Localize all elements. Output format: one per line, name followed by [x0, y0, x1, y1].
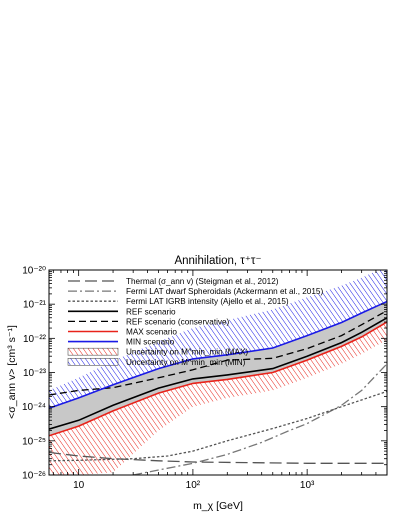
series-line-4 — [49, 310, 387, 396]
x-axis-label: m_χ [GeV] — [193, 500, 243, 512]
series-line-3 — [49, 317, 387, 430]
legend-label: Fermi LAT dwarf Spheroidals (Ackermann e… — [126, 287, 323, 296]
legend-entry-3: REF scenario — [68, 307, 176, 316]
y-tick-label: 10⁻²³ — [23, 368, 47, 379]
y-tick-label: 10⁻²⁴ — [22, 402, 46, 413]
chart-title: Annihilation, τ⁺τ⁻ — [174, 255, 261, 267]
y-tick-label: 10⁻²⁶ — [22, 471, 46, 482]
series-line-0 — [49, 451, 387, 464]
legend-entry-0: Thermal (σ_ann v) (Steigman et al., 2012… — [68, 277, 279, 286]
x-tick-label: 10³ — [300, 480, 315, 491]
x-tick-label: 10² — [186, 480, 201, 491]
x-tick-label: 10 — [73, 480, 85, 491]
series-line-1 — [133, 363, 387, 475]
band-1 — [49, 270, 387, 409]
legend-entry-7: Uncertainty on M^min_min (MAX) — [67, 347, 248, 357]
legend-label: MIN scenario — [126, 338, 175, 347]
y-tick-label: 10⁻²⁵ — [22, 436, 46, 447]
legend-label: Uncertainty on M^min_min (MAX) — [126, 348, 248, 357]
series-line-2 — [49, 390, 387, 462]
legend-entry-4: REF scenario (conservative) — [68, 317, 230, 326]
y-axis-label: <σ_ann v> [cm³ s⁻¹] — [6, 325, 18, 419]
legend-entry-6: MIN scenario — [68, 338, 175, 347]
y-tick-label: 10⁻²¹ — [23, 300, 47, 311]
legend-label: REF scenario (conservative) — [126, 317, 230, 326]
y-tick-label: 10⁻²² — [23, 334, 47, 345]
legend-label: Uncertainty on M^min_min (MIN) — [126, 358, 246, 367]
legend-label: Thermal (σ_ann v) (Steigman et al., 2012… — [126, 277, 279, 286]
legend-label: REF scenario — [126, 307, 176, 316]
legend-entry-5: MAX scenario — [68, 328, 177, 337]
legend-entry-2: Fermi LAT IGRB intensity (Ajello et al.,… — [68, 297, 289, 306]
legend-label: Fermi LAT IGRB intensity (Ajello et al.,… — [126, 297, 289, 306]
legend-entry-1: Fermi LAT dwarf Spheroidals (Ackermann e… — [68, 287, 323, 296]
series-line-5 — [49, 321, 387, 437]
legend-label: MAX scenario — [126, 328, 177, 337]
legend-swatch-uncertainty-on-m-min-min-min — [67, 357, 119, 366]
legend-swatch-uncertainty-on-m-min-min-max — [67, 347, 119, 356]
y-tick-label: 10⁻²⁰ — [22, 266, 46, 277]
band-0 — [49, 322, 387, 475]
legend-entry-8: Uncertainty on M^min_min (MIN) — [67, 357, 246, 367]
series-line-6 — [49, 300, 387, 409]
